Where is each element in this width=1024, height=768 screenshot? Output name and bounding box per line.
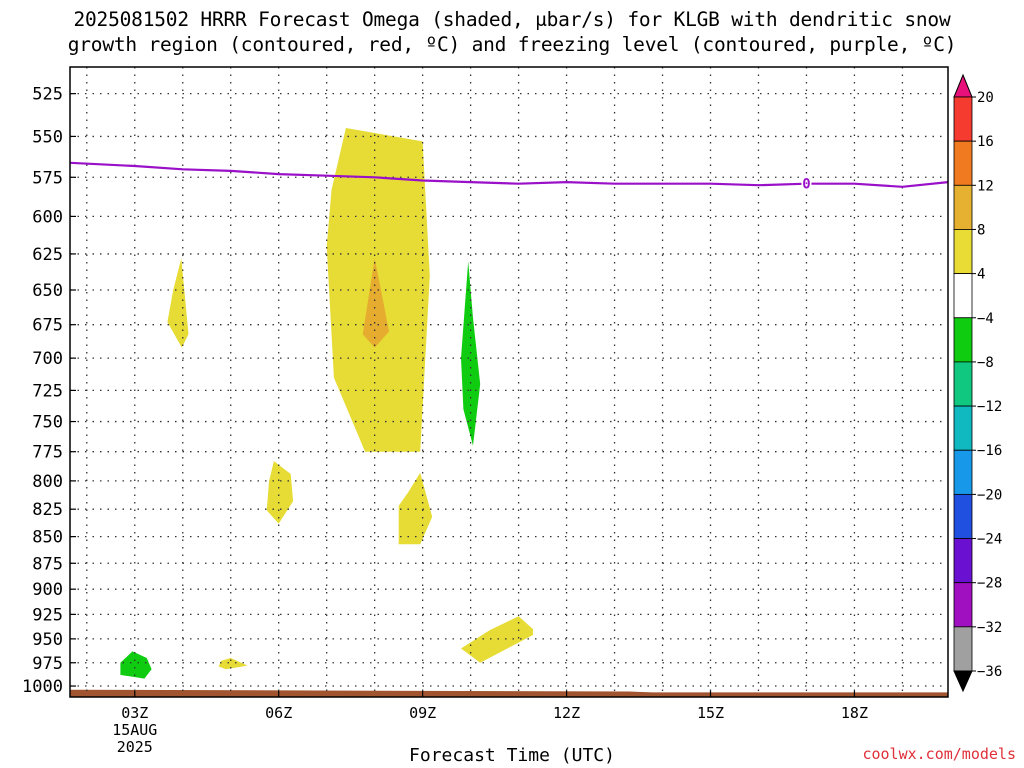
y-tick-label: 750 [32, 413, 63, 433]
colorbar-segment [953, 184, 973, 230]
credit-link[interactable]: coolwx.com/models [862, 745, 1016, 763]
x-tick-label: 2025 [117, 738, 153, 756]
colorbar-top-arrow [953, 73, 973, 98]
colorbar-segment [953, 493, 973, 539]
y-tick-label: 800 [32, 472, 63, 492]
colorbar-segment [953, 538, 973, 584]
omega-region-3 [461, 261, 481, 446]
y-tick-label: 575 [32, 168, 63, 188]
terrain-fill [70, 689, 948, 697]
colorbar-label: 12 [977, 178, 994, 194]
colorbar-segment [953, 582, 973, 628]
omega-region-2 [167, 258, 189, 348]
x-tick-label: 03Z [121, 704, 148, 722]
omega-region-8 [218, 658, 248, 670]
colorbar-segment [953, 273, 973, 319]
colorbar-segment [953, 229, 973, 275]
colorbar-label: −16 [977, 443, 1002, 459]
chart-title-line-1: 2025081502 HRRR Forecast Omega (shaded, … [73, 8, 951, 31]
colorbar-label: −36 [977, 664, 1002, 680]
x-tick-label: 09Z [409, 704, 436, 722]
y-tick-label: 625 [32, 245, 63, 265]
x-tick-label: 06Z [265, 704, 292, 722]
y-tick-label: 875 [32, 554, 63, 574]
colorbar-segment [953, 449, 973, 495]
colorbar-segment [953, 140, 973, 186]
colorbar-label: −28 [977, 576, 1002, 592]
y-tick-label: 825 [32, 500, 63, 520]
y-tick-label: 925 [32, 605, 63, 625]
y-tick-label: 900 [32, 580, 63, 600]
chart-title-line-2: growth region (contoured, red, ºC) and f… [67, 33, 957, 56]
colorbar-label: 20 [977, 90, 994, 106]
y-tick-label: 525 [32, 85, 63, 105]
y-tick-label: 850 [32, 528, 63, 548]
colorbar-label: −12 [977, 399, 1002, 415]
x-tick-label: 18Z [841, 704, 868, 722]
omega-region-7 [120, 651, 152, 679]
colorbar-label: −8 [977, 355, 994, 371]
omega-region-5 [398, 472, 433, 545]
x-tick-label: 12Z [553, 704, 580, 722]
colorbar-label: −32 [977, 620, 1002, 636]
y-tick-label: 700 [32, 349, 63, 369]
y-tick-label: 950 [32, 630, 63, 650]
plot-frame [69, 66, 949, 698]
colorbar-label: 4 [977, 267, 985, 283]
y-tick-label: 975 [32, 654, 63, 674]
y-tick-label: 550 [32, 127, 63, 147]
y-tick-label: 1000 [22, 677, 63, 697]
y-tick-label: 600 [32, 207, 63, 227]
colorbar-label: 8 [977, 222, 985, 238]
colorbar-segment [953, 317, 973, 363]
colorbar-label: −24 [977, 532, 1002, 548]
colorbar-label: 16 [977, 134, 994, 150]
y-tick-label: 775 [32, 443, 63, 463]
y-tick-label: 650 [32, 281, 63, 301]
omega-region-6 [461, 616, 533, 663]
x-axis-label: Forecast Time (UTC) [409, 745, 615, 766]
freezing-level-line [70, 161, 948, 188]
freezing-level-label-bg [801, 175, 812, 192]
x-tick-label: 15Z [697, 704, 724, 722]
colorbar-label: −20 [977, 487, 1002, 503]
colorbar-segment [953, 405, 973, 451]
colorbar-segment [953, 626, 973, 672]
colorbar-label: −4 [977, 311, 994, 327]
x-tick-label: 15AUG [112, 721, 157, 739]
colorbar-segment [953, 96, 973, 142]
omega-region-1 [362, 258, 390, 348]
omega-region-4 [266, 461, 294, 524]
colorbar-bottom-arrow [953, 670, 973, 693]
y-tick-label: 725 [32, 381, 63, 401]
freezing-level-label: 0 [802, 177, 810, 193]
y-tick-label: 675 [32, 316, 63, 336]
colorbar-segment [953, 361, 973, 407]
